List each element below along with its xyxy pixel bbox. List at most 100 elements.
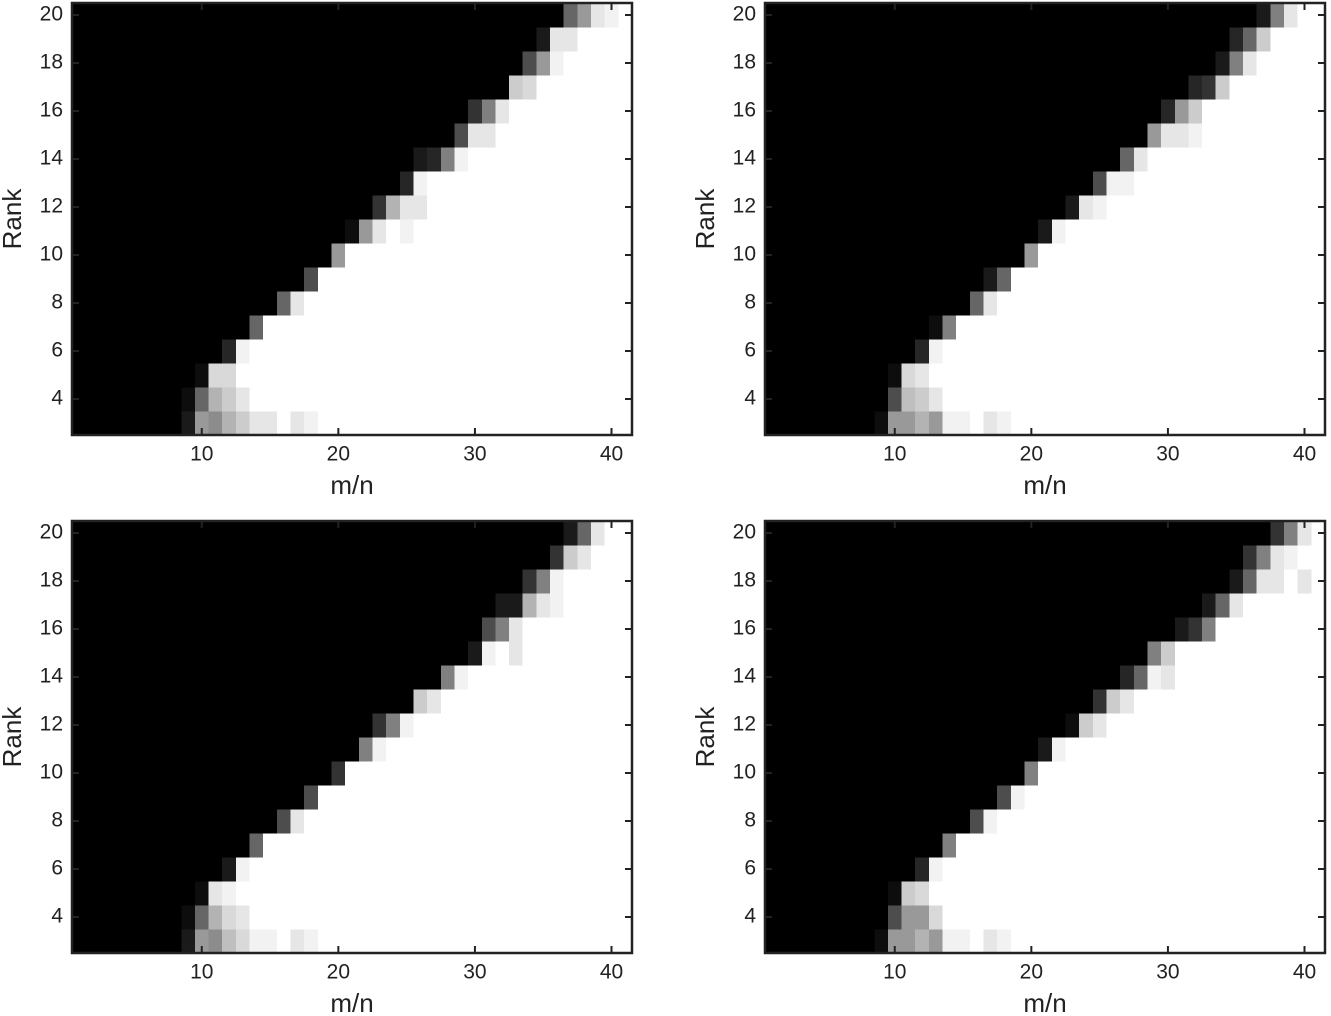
heatmap-cell bbox=[1284, 785, 1298, 810]
heatmap-cell bbox=[249, 195, 264, 220]
heatmap-cell bbox=[249, 929, 264, 954]
heatmap-cell bbox=[1243, 737, 1258, 762]
heatmap-cell bbox=[1202, 833, 1217, 858]
heatmap-cell bbox=[874, 291, 889, 316]
heatmap-cell bbox=[153, 171, 168, 196]
heatmap-cell bbox=[249, 521, 264, 546]
heatmap-cell bbox=[372, 545, 387, 570]
heatmap-cell bbox=[167, 75, 182, 100]
heatmap-cell bbox=[399, 147, 414, 172]
heatmap-cell bbox=[126, 689, 141, 714]
heatmap-cell bbox=[591, 27, 605, 52]
heatmap-cell bbox=[563, 689, 578, 714]
heatmap-cell bbox=[1147, 339, 1162, 364]
heatmap-cell bbox=[331, 99, 346, 124]
heatmap-cell bbox=[372, 617, 387, 642]
heatmap-cell bbox=[263, 3, 278, 28]
heatmap-cell bbox=[153, 339, 168, 364]
heatmap-cell bbox=[249, 387, 264, 412]
heatmap-cell bbox=[263, 521, 278, 546]
heatmap-cell bbox=[1010, 809, 1025, 834]
heatmap-cell bbox=[1243, 123, 1258, 148]
heatmap-cell bbox=[1202, 857, 1217, 882]
heatmap-cell bbox=[778, 339, 793, 364]
heatmap-cell bbox=[1229, 147, 1244, 172]
heatmap-cell bbox=[140, 785, 155, 810]
heatmap-cell bbox=[778, 171, 793, 196]
heatmap-cell bbox=[495, 617, 510, 642]
heatmap-cell bbox=[440, 123, 455, 148]
heatmap-cell bbox=[167, 641, 182, 666]
heatmap-cell bbox=[846, 641, 861, 666]
heatmap-cell bbox=[1065, 617, 1080, 642]
heatmap-cell bbox=[997, 857, 1012, 882]
heatmap-cell bbox=[509, 315, 524, 340]
heatmap-cell bbox=[317, 833, 332, 858]
heatmap-cell bbox=[372, 713, 387, 738]
heatmap-cell bbox=[1174, 99, 1189, 124]
heatmap-cell bbox=[276, 713, 291, 738]
heatmap-cell bbox=[1024, 881, 1039, 906]
heatmap-cell bbox=[1038, 123, 1053, 148]
heatmap-cell bbox=[1065, 833, 1080, 858]
heatmap-cell bbox=[1120, 123, 1135, 148]
heatmap-cell bbox=[99, 411, 114, 436]
heatmap-cell bbox=[942, 521, 957, 546]
heatmap-cell bbox=[1174, 857, 1189, 882]
heatmap-cell bbox=[153, 929, 168, 954]
heatmap-cell bbox=[167, 905, 182, 930]
heatmap-cell bbox=[1215, 75, 1230, 100]
heatmap-cell bbox=[140, 545, 155, 570]
heatmap-cell bbox=[208, 315, 223, 340]
heatmap-cell bbox=[208, 147, 223, 172]
heatmap-cell bbox=[126, 51, 141, 76]
heatmap-cell bbox=[1297, 641, 1312, 666]
heatmap-cell bbox=[1120, 315, 1135, 340]
heatmap-cell bbox=[72, 545, 86, 570]
heatmap-cell bbox=[317, 809, 332, 834]
heatmap-cell bbox=[1079, 195, 1094, 220]
heatmap-cell bbox=[1010, 713, 1025, 738]
heatmap-cell bbox=[112, 291, 127, 316]
heatmap-cell bbox=[591, 521, 605, 546]
heatmap-cell bbox=[1297, 617, 1312, 642]
heatmap-cell bbox=[563, 617, 578, 642]
heatmap-cell bbox=[969, 665, 984, 690]
heatmap-cell bbox=[928, 267, 943, 292]
heatmap-cell bbox=[765, 641, 779, 666]
heatmap-cell bbox=[536, 219, 551, 244]
heatmap-cell bbox=[1010, 291, 1025, 316]
heatmap-cell bbox=[468, 195, 483, 220]
heatmap-cell bbox=[1256, 785, 1271, 810]
heatmap-cell bbox=[1010, 315, 1025, 340]
heatmap-cell bbox=[1120, 75, 1135, 100]
heatmap-cell bbox=[1188, 171, 1203, 196]
heatmap-cell bbox=[536, 833, 551, 858]
heatmap-cell bbox=[997, 411, 1012, 436]
heatmap-cell bbox=[399, 641, 414, 666]
heatmap-cell bbox=[317, 75, 332, 100]
heatmap-cell bbox=[846, 51, 861, 76]
heatmap-cell bbox=[1092, 363, 1107, 388]
heatmap-cell bbox=[1174, 569, 1189, 594]
heatmap-cell bbox=[290, 857, 305, 882]
heatmap-cell bbox=[440, 171, 455, 196]
heatmap-cell bbox=[194, 51, 209, 76]
heatmap-cell bbox=[509, 737, 524, 762]
heatmap-cell bbox=[846, 809, 861, 834]
heatmap-cell bbox=[901, 387, 916, 412]
heatmap-cell bbox=[140, 617, 155, 642]
heatmap-cell bbox=[427, 291, 442, 316]
heatmap-cell bbox=[1297, 569, 1312, 594]
heatmap-cell bbox=[153, 689, 168, 714]
heatmap-cell bbox=[112, 713, 127, 738]
heatmap-cell bbox=[874, 881, 889, 906]
heatmap-cell bbox=[413, 905, 428, 930]
heatmap-cell bbox=[468, 315, 483, 340]
heatmap-cell bbox=[1215, 761, 1230, 786]
heatmap-cell bbox=[819, 881, 834, 906]
heatmap-cell bbox=[846, 521, 861, 546]
heatmap-cell bbox=[550, 75, 565, 100]
heatmap-cell bbox=[983, 267, 998, 292]
heatmap-cell bbox=[208, 195, 223, 220]
